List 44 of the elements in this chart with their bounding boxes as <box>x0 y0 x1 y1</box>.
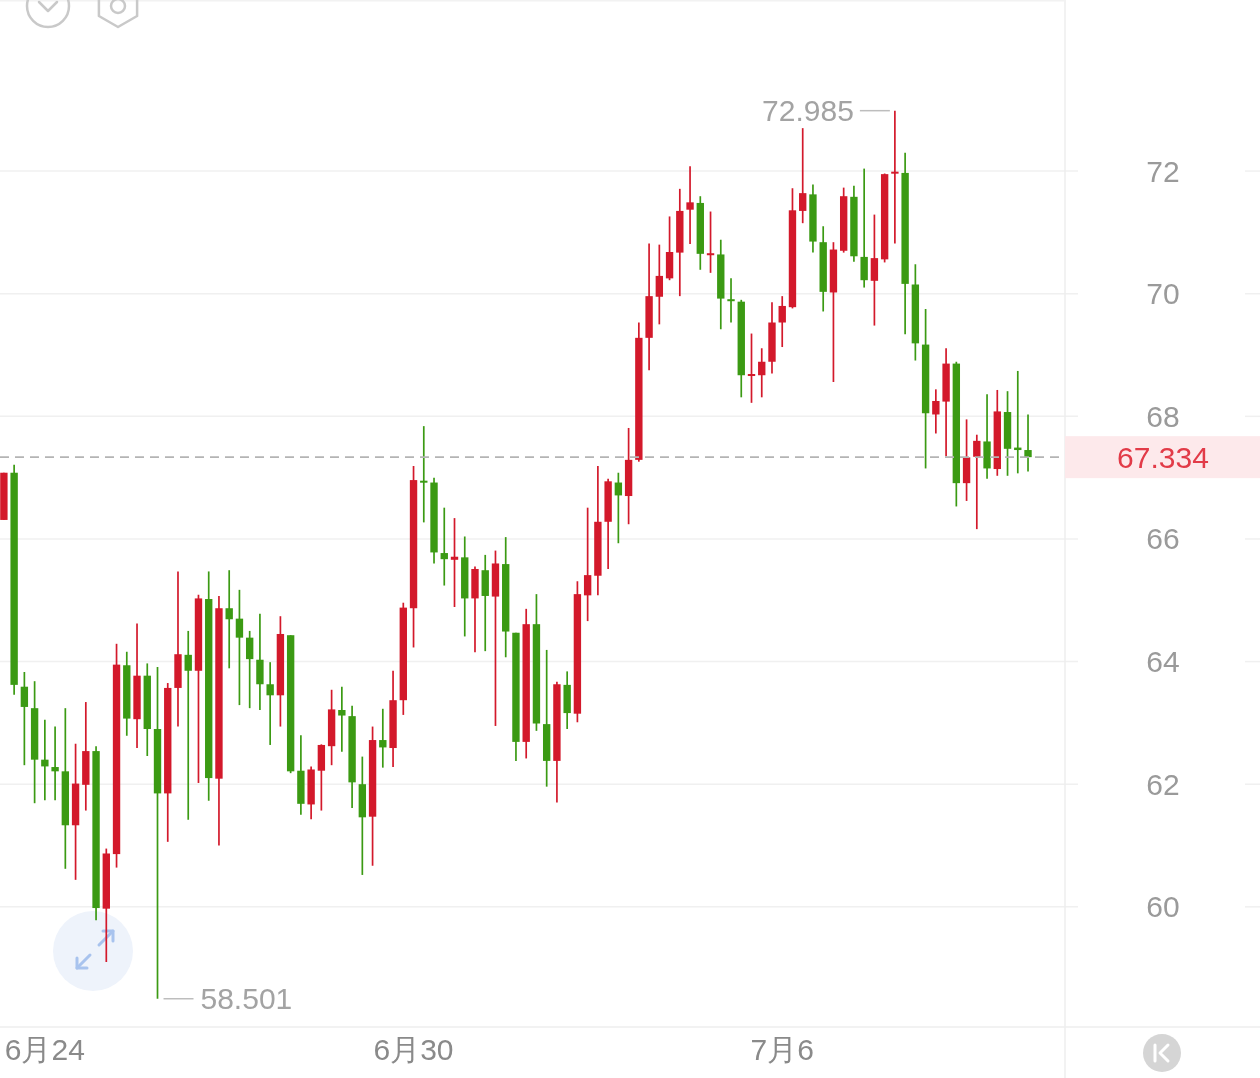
candlestick <box>420 425 428 524</box>
x-tick-label: 6月24 <box>4 1032 85 1066</box>
candlestick <box>747 332 756 404</box>
annotation: 58.501 <box>200 982 293 1016</box>
candlestick <box>891 109 899 245</box>
candlestick <box>225 569 233 670</box>
candlestick <box>51 725 59 801</box>
y-tick-label: 62 <box>1146 767 1180 801</box>
candlestick <box>266 661 274 746</box>
candlestick <box>727 277 735 324</box>
candlestick <box>184 630 192 821</box>
candlestick <box>799 127 807 225</box>
x-tick-label: 6月30 <box>373 1032 454 1066</box>
candlestick <box>245 630 254 710</box>
y-tick-label: 64 <box>1146 645 1180 679</box>
candlestick <box>758 347 766 399</box>
candlestick <box>932 388 940 435</box>
y-tick-label: 72 <box>1146 154 1180 188</box>
candlestick <box>450 517 459 608</box>
candlestick <box>41 718 49 801</box>
candlestick <box>379 707 387 769</box>
candlestick <box>706 210 715 274</box>
ref-line-label: 67.334 <box>1117 440 1209 474</box>
candlestick <box>973 433 981 530</box>
candlestick <box>20 671 29 767</box>
candlestick <box>1024 413 1032 473</box>
annotation: 72.985 <box>762 94 854 128</box>
ref-label: 67.334 <box>1065 436 1260 479</box>
candlestick <box>686 165 694 245</box>
y-tick-label: 68 <box>1146 399 1180 433</box>
y-tick-label: 66 <box>1146 522 1180 556</box>
candlestick <box>338 685 346 753</box>
y-tick-label: 60 <box>1146 890 1180 924</box>
x-tick-label: 7月6 <box>750 1032 814 1066</box>
candlestick <box>583 506 592 622</box>
candlestick <box>655 243 664 326</box>
candlestick <box>860 167 868 289</box>
annotation: 72.985 <box>762 94 891 128</box>
candlestick <box>870 213 879 327</box>
y-tick-label: 70 <box>1146 277 1180 311</box>
candlestick <box>235 588 244 706</box>
candlestick <box>778 295 786 348</box>
annotation: 58.501 <box>162 982 293 1016</box>
candlestick <box>440 506 448 587</box>
